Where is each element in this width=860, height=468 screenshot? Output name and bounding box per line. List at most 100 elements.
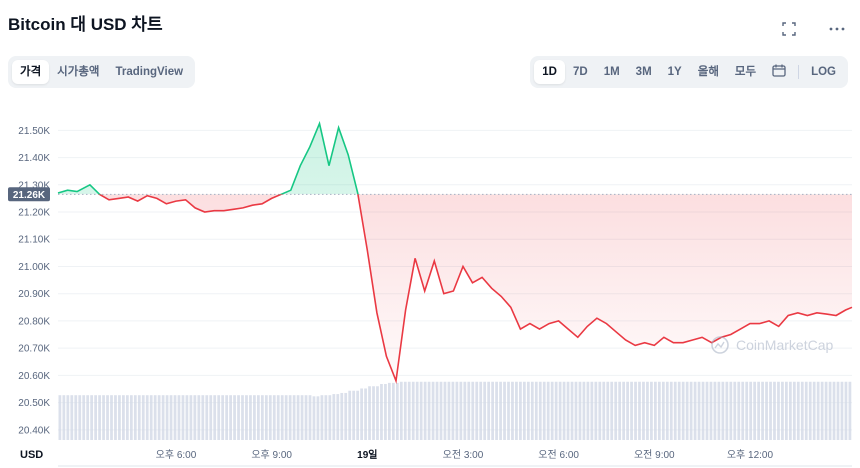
volume-bar bbox=[828, 381, 832, 440]
price-chart[interactable]: CoinMarketCap 21.50K21.40K21.30K21.20K21… bbox=[0, 100, 860, 468]
volume-bar bbox=[324, 395, 328, 440]
x-axis: 오후 6:00 오후 9:00 19일 오전 3:00 오전 6:00 오전 9:00 오후… bbox=[58, 448, 852, 467]
y-tick-label: 20.70K bbox=[18, 344, 50, 355]
volume-bar bbox=[340, 392, 344, 440]
range-1d[interactable]: 1D bbox=[534, 60, 565, 84]
volume-bar bbox=[737, 381, 741, 440]
volume-bar bbox=[757, 381, 760, 440]
volume-bar bbox=[590, 381, 594, 440]
more-icon[interactable] bbox=[826, 18, 848, 40]
volume-bar bbox=[566, 381, 570, 440]
chart-toolbar bbox=[778, 18, 848, 40]
volume-bar bbox=[582, 381, 586, 440]
volume-bar bbox=[118, 395, 121, 440]
range-ytd[interactable]: 올해 bbox=[697, 66, 719, 78]
volume-bar bbox=[86, 395, 90, 440]
current-price-tag: 21.26K bbox=[8, 187, 50, 202]
volume-bar bbox=[721, 381, 725, 440]
y-tick-label: 21.10K bbox=[18, 235, 50, 246]
volume-bar bbox=[749, 381, 753, 440]
range-all[interactable]: 모두 bbox=[734, 66, 757, 78]
area-down bbox=[99, 194, 852, 381]
volume-bar bbox=[189, 395, 193, 440]
fullscreen-icon[interactable] bbox=[778, 18, 800, 40]
volume-bar bbox=[554, 381, 558, 440]
volume-bar bbox=[403, 381, 407, 440]
range-7d[interactable]: 7D bbox=[572, 66, 588, 78]
volume-bar bbox=[733, 381, 737, 440]
volume-bar bbox=[602, 381, 606, 440]
volume-bar bbox=[292, 395, 296, 440]
tab-price[interactable]: 가격 bbox=[12, 60, 50, 84]
volume-bar bbox=[792, 381, 796, 440]
volume-bar bbox=[562, 381, 566, 440]
volume-bar bbox=[503, 381, 506, 440]
volume-bar bbox=[268, 395, 272, 440]
volume-bar bbox=[328, 395, 332, 440]
volume-bar bbox=[673, 381, 677, 440]
volume-bar bbox=[681, 381, 685, 440]
volume-bar bbox=[519, 381, 522, 440]
volume-bar bbox=[253, 395, 256, 440]
volume-bar bbox=[94, 395, 97, 440]
range-1y[interactable]: 1Y bbox=[667, 66, 682, 78]
volume-bar bbox=[816, 381, 820, 440]
volume-bar bbox=[800, 381, 804, 440]
volume-bar bbox=[634, 381, 637, 440]
volume-bar bbox=[344, 392, 348, 440]
volume-bar bbox=[78, 395, 82, 440]
range-3m[interactable]: 3M bbox=[635, 66, 652, 78]
volume-bar bbox=[729, 381, 733, 440]
volume-bar bbox=[141, 395, 145, 440]
volume-bar bbox=[717, 381, 721, 440]
volume-bar bbox=[646, 381, 649, 440]
volume-bar bbox=[82, 395, 86, 440]
volume-bar bbox=[245, 395, 248, 440]
volume-bar bbox=[741, 381, 745, 440]
volume-bar bbox=[558, 381, 562, 440]
current-price-label: 21.26K bbox=[13, 190, 46, 201]
volume-bar bbox=[709, 381, 713, 440]
volume-bar bbox=[185, 395, 189, 440]
volume-bar bbox=[487, 381, 491, 440]
log-scale-toggle[interactable]: LOG bbox=[811, 66, 836, 78]
volume-bar bbox=[443, 381, 447, 440]
volume-bar bbox=[395, 382, 399, 440]
volume-bar bbox=[348, 390, 352, 440]
tab-market-cap[interactable]: 시가총액 bbox=[57, 66, 100, 78]
volume-bar bbox=[471, 381, 475, 440]
volume-bar bbox=[785, 381, 788, 440]
volume-bar bbox=[614, 381, 618, 440]
volume-bar bbox=[455, 381, 459, 440]
y-tick-label: 21.40K bbox=[18, 153, 50, 164]
volume-bar bbox=[638, 381, 641, 440]
volume-bar bbox=[102, 395, 105, 440]
volume-bar bbox=[237, 395, 240, 440]
volume-bar bbox=[761, 381, 764, 440]
volume-bar bbox=[788, 381, 792, 440]
volume-bar bbox=[66, 395, 70, 440]
volume-bar bbox=[122, 395, 125, 440]
volume-bar bbox=[542, 381, 546, 440]
calendar-icon[interactable] bbox=[764, 58, 794, 86]
volume-bar bbox=[495, 381, 498, 440]
tab-tradingview[interactable]: TradingView bbox=[115, 66, 184, 78]
volume-bar bbox=[507, 381, 510, 440]
volume-bar bbox=[181, 395, 185, 440]
volume-bar bbox=[380, 384, 383, 440]
volume-bar bbox=[356, 390, 360, 440]
range-1m[interactable]: 1M bbox=[603, 66, 620, 78]
volume-bar bbox=[538, 381, 542, 440]
volume-bar bbox=[272, 395, 276, 440]
watermark-text: CoinMarketCap bbox=[736, 337, 833, 353]
volume-bar bbox=[145, 395, 149, 440]
volume-bar bbox=[598, 381, 602, 440]
volume-bar bbox=[74, 395, 78, 440]
volume-bar bbox=[114, 395, 117, 440]
volume-bar bbox=[427, 381, 431, 440]
volume-bar bbox=[173, 395, 177, 440]
volume-bar bbox=[435, 381, 439, 440]
volume-bar bbox=[475, 381, 479, 440]
volume-bar bbox=[62, 395, 66, 440]
divider bbox=[798, 65, 800, 79]
